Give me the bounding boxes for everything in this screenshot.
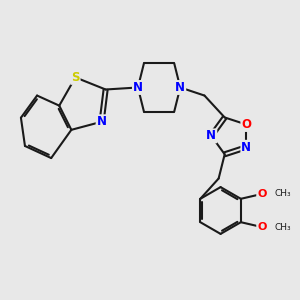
Text: CH₃: CH₃ (275, 223, 291, 232)
Text: N: N (97, 115, 106, 128)
Text: S: S (71, 71, 80, 84)
Text: O: O (257, 222, 266, 232)
Text: O: O (241, 118, 251, 131)
Text: O: O (257, 189, 266, 199)
Text: CH₃: CH₃ (275, 190, 291, 199)
Text: N: N (206, 129, 216, 142)
Text: N: N (241, 141, 251, 154)
Text: N: N (133, 81, 143, 94)
Text: N: N (175, 81, 185, 94)
